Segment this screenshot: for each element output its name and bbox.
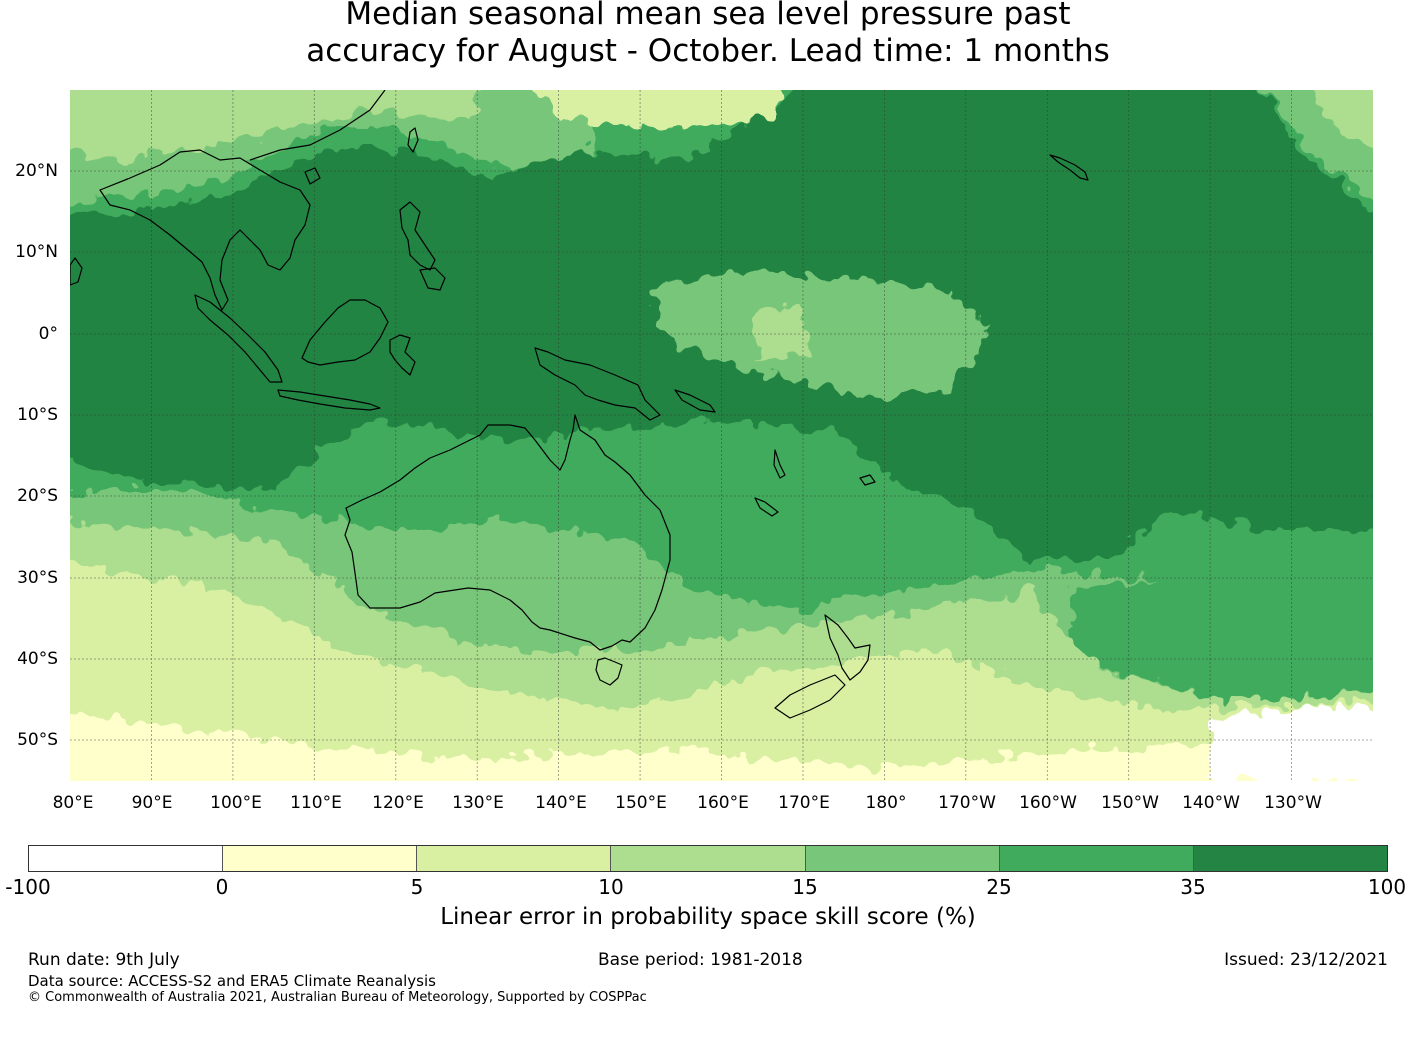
colorbar [28, 845, 1388, 872]
x-tick-150e: 150°E [615, 793, 667, 813]
colorbar-tick-7: 100 [1367, 875, 1407, 899]
colorbar-tick-2: 5 [410, 875, 424, 899]
coast-solomon [674, 389, 716, 413]
coast-sri-lanka [70, 257, 83, 286]
data-source: Data source: ACCESS-S2 and ERA5 Climate … [28, 972, 436, 990]
coast-vanuatu [773, 449, 786, 479]
coast-hawaii [1049, 154, 1089, 181]
coast-taiwan [407, 127, 419, 153]
coast-new-caledonia [754, 497, 779, 517]
x-tick-140w: 140°W [1182, 793, 1240, 813]
y-tick-10n: 10°N [15, 242, 58, 262]
colorbar-tick-0: -100 [5, 875, 51, 899]
colorbar-tick-4: 15 [792, 875, 818, 899]
title-line-1: Median seasonal mean sea level pressure … [345, 0, 1071, 32]
x-tick-90e: 90°E [131, 793, 173, 813]
y-tick-40s: 40°S [17, 649, 58, 669]
x-tick-130e: 130°E [452, 793, 504, 813]
chart-title: Median seasonal mean sea level pressure … [0, 0, 1416, 70]
colorbar-bin-6 [1193, 846, 1387, 871]
colorbar-label: Linear error in probability space skill … [440, 904, 976, 930]
skill-map [70, 90, 1373, 781]
skill-region-south-mid-dark [1070, 561, 1373, 700]
coast-australia [344, 414, 671, 651]
coast-tasmania [595, 657, 623, 686]
x-tick-170w: 170°W [938, 793, 996, 813]
colorbar-bin-5 [999, 846, 1194, 871]
skill-region-nw-lighter [534, 90, 782, 130]
skill-region-ne-light [1306, 90, 1373, 152]
coastlines [70, 90, 1089, 719]
coast-hainan [304, 167, 321, 185]
copyright-notice: © Commonwealth of Australia 2021, Austra… [28, 990, 647, 1005]
skill-region-nw-light [70, 90, 482, 160]
colorbar-bin-4 [805, 846, 1000, 871]
issued-date: Issued: 23/12/2021 [1224, 950, 1388, 970]
run-date: Run date: 9th July [28, 950, 180, 970]
y-tick-0: 0° [38, 324, 58, 344]
coast-indochina [99, 149, 311, 311]
colorbar-tick-1: 0 [215, 875, 229, 899]
colorbar-bin-1 [223, 846, 418, 871]
x-tick-80e: 80°E [52, 793, 94, 813]
x-tick-180: 180° [865, 793, 907, 813]
y-tick-20s: 20°S [17, 486, 58, 506]
coast-sumatra [194, 294, 283, 383]
x-tick-110e: 110°E [290, 793, 342, 813]
coast-borneo [301, 299, 389, 366]
coast-new-zealand-south [774, 674, 846, 719]
coast-java [277, 389, 381, 411]
y-tick-50s: 50°S [17, 730, 58, 750]
colorbar-tick-3: 10 [598, 875, 624, 899]
x-tick-170e: 170°E [778, 793, 830, 813]
x-tick-130w: 130°W [1264, 793, 1322, 813]
x-tick-100e: 100°E [210, 793, 262, 813]
y-tick-10s: 10°S [17, 405, 58, 425]
coast-sulawesi [389, 334, 416, 376]
x-tick-160w: 160°W [1019, 793, 1077, 813]
coast-new-zealand-north [824, 614, 871, 681]
x-tick-150w: 150°W [1101, 793, 1159, 813]
colorbar-tick-6: 35 [1180, 875, 1206, 899]
x-tick-160e: 160°E [697, 793, 749, 813]
x-tick-140e: 140°E [535, 793, 587, 813]
colorbar-bin-2 [417, 846, 612, 871]
coast-philippines [399, 201, 436, 271]
coast-fiji [859, 474, 876, 486]
colorbar-tick-5: 25 [986, 875, 1012, 899]
colorbar-bin-0 [29, 846, 224, 871]
map-gridlines [70, 90, 1373, 781]
colorbar-bin-3 [611, 846, 806, 871]
coast-china [249, 90, 386, 161]
coast-mindanao [419, 267, 446, 291]
skill-region-central-pacific [650, 270, 990, 400]
y-tick-30s: 30°S [17, 568, 58, 588]
title-line-2: accuracy for August - October. Lead time… [306, 33, 1110, 69]
x-tick-120e: 120°E [372, 793, 424, 813]
y-tick-20n: 20°N [15, 161, 58, 181]
skill-region-equatorial-patch [750, 305, 810, 360]
coast-new-guinea [534, 347, 661, 421]
base-period: Base period: 1981-2018 [598, 950, 803, 970]
